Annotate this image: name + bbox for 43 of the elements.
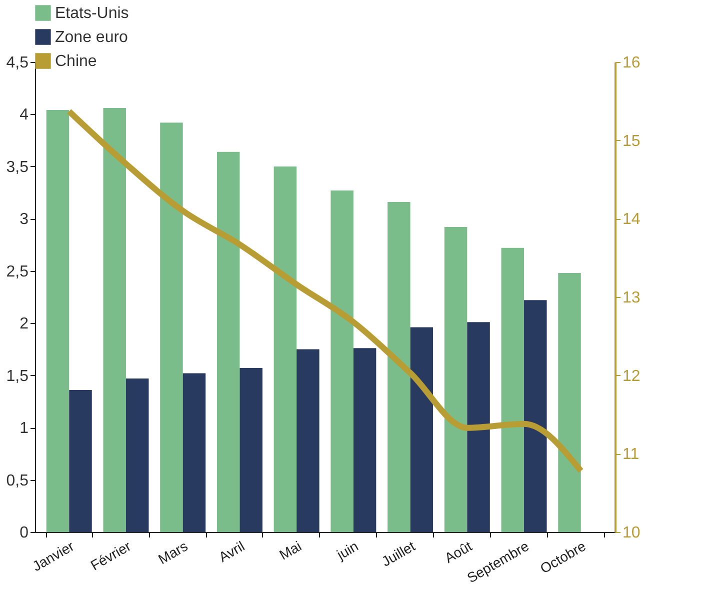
y-tick-label: 0,5 — [6, 472, 29, 490]
bar — [330, 190, 354, 532]
bar — [126, 378, 149, 532]
x-tick-label: Avril — [216, 538, 248, 566]
y2-tick-label: 13 — [622, 290, 640, 306]
y-tick-label: 2 — [20, 316, 29, 333]
y2-tick-label: 11 — [622, 446, 640, 464]
bar — [103, 108, 126, 532]
bar — [182, 373, 206, 532]
y-tick-label: 1 — [20, 420, 29, 438]
y-tick-label: 1,5 — [6, 368, 29, 385]
y-tick-label: 4 — [20, 106, 29, 124]
y2-tick-label: 12 — [622, 368, 640, 385]
bar — [296, 349, 320, 532]
bar — [467, 322, 490, 532]
x-tick-label: Mai — [276, 538, 304, 563]
bar — [524, 300, 547, 532]
bar — [410, 327, 434, 532]
y-tick-label: 0 — [20, 524, 29, 542]
y2-tick-label: 15 — [622, 132, 640, 150]
bar — [444, 227, 468, 532]
bar — [160, 122, 183, 532]
bar — [274, 166, 297, 532]
bar — [558, 272, 581, 532]
legend-label: Chine — [55, 53, 97, 70]
x-tick-label: juin — [333, 538, 361, 564]
x-tick-label: Mars — [155, 538, 190, 568]
y-tick-label: 3,5 — [6, 158, 29, 176]
bar — [353, 348, 376, 532]
y2-tick-label: 10 — [622, 524, 640, 542]
bar — [216, 152, 240, 532]
bar — [69, 390, 92, 532]
bar — [501, 248, 524, 532]
y-tick-label: 4,5 — [6, 54, 29, 72]
bar — [388, 202, 410, 532]
legend-label: Etats-Unis — [55, 5, 129, 22]
legend-label: Zone euro — [55, 29, 128, 46]
y-tick-label: 3 — [20, 211, 29, 228]
y2-tick-label: 16 — [622, 54, 640, 72]
bar — [240, 368, 262, 532]
y2-tick-label: 14 — [622, 211, 640, 228]
bar — [46, 110, 70, 532]
y-tick-label: 2,5 — [6, 263, 29, 280]
